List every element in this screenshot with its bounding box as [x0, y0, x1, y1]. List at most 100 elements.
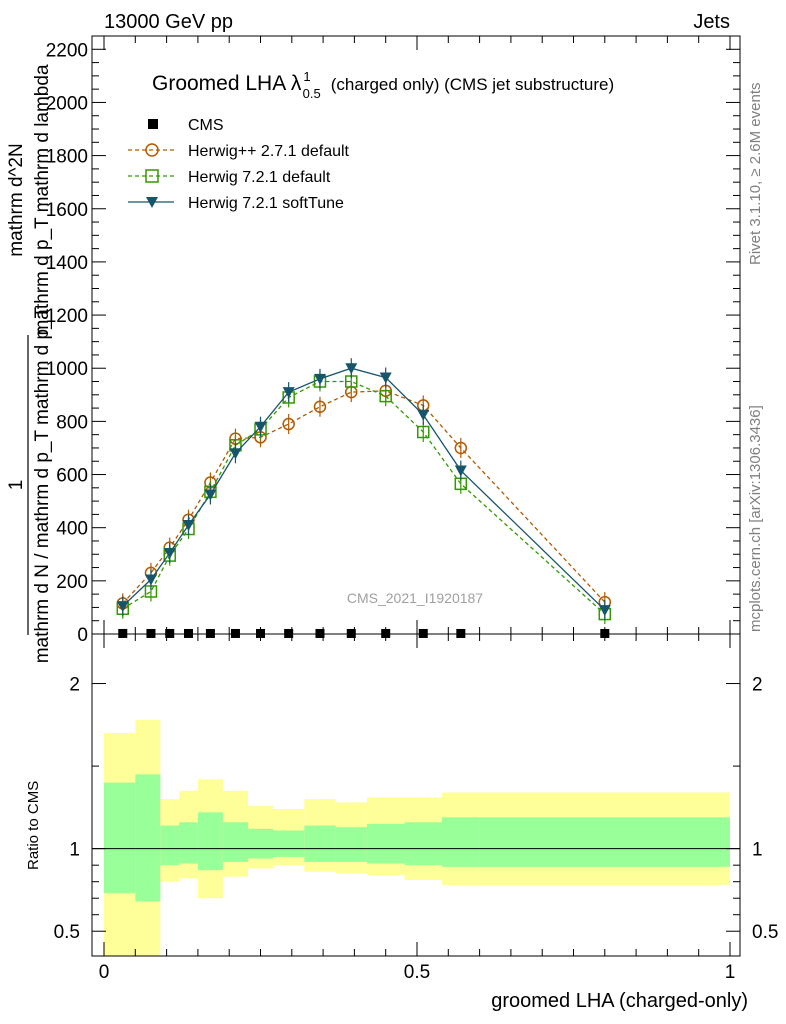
y-tick-label: 1200: [46, 306, 88, 327]
y-tick-label: 400: [56, 519, 88, 540]
rivet-text: Rivet 3.1.10, ≥ 2.6M events: [747, 83, 764, 266]
y-label-numerator-1: 1: [6, 480, 27, 491]
ratio-bands: [92, 719, 740, 956]
y-tick-label: 0: [77, 625, 88, 646]
ratio-band-inner: [404, 822, 443, 866]
ratio-y-tick-label: 2: [69, 675, 80, 696]
legend-entry-herwig-pp: Herwig++ 2.7.1 default: [128, 143, 350, 160]
point-herwig_soft: [144, 574, 157, 586]
y-tick-label: 2200: [46, 40, 88, 61]
point-herwig_soft: [282, 387, 295, 399]
main-y-ticks: 0 200 400 600 800 1000 1200 1400 1600 1800 2000 220…: [46, 35, 740, 646]
y-label-numerator-2: mathrm d^2N: [6, 143, 27, 256]
main-y-label-2: mathrm d^2N mathrm d p_T mathrm d lambda: [6, 64, 53, 335]
main-y-label: 1 mathrm d N / mathrm d p_T mathrm d p_T: [6, 306, 53, 663]
legend: CMS Herwig++ 2.7.1 default Herwig 7.2.1 …: [128, 117, 350, 212]
point-herwig_def: [379, 389, 392, 403]
y-tick-label: 1800: [46, 147, 88, 168]
series-line-herwig_soft: [122, 367, 606, 611]
ratio-y-tick-label: 0.5: [54, 922, 80, 943]
ratio-plot-frame: [91, 633, 741, 957]
chart-title-suffix: (charged only) (CMS jet substructure): [331, 75, 614, 94]
point-herwig_soft: [313, 373, 326, 385]
point-herwig_pp: [313, 400, 327, 414]
point-cms: [315, 628, 325, 638]
point-cms: [146, 628, 156, 638]
point-herwig_soft: [379, 372, 392, 384]
ratio-y-tick-label-right: 2: [752, 675, 763, 696]
series-line-herwig_pp: [122, 390, 606, 604]
y-label-denominator-2: mathrm d p_T mathrm d lambda: [32, 64, 53, 335]
ratio-band-inner: [335, 827, 367, 862]
point-herwig_soft: [204, 489, 217, 501]
ratio-band-inner: [104, 782, 136, 894]
point-herwig_soft: [116, 601, 129, 613]
point-herwig_pp: [454, 441, 468, 455]
ratio-band-inner: [135, 774, 161, 902]
ratio-band-inner: [160, 825, 180, 866]
ratio-y-label: Ratio to CMS: [25, 781, 42, 870]
ratio-plot: 0.5 0.5 1 1 2 2 0 0.5 1: [54, 633, 779, 983]
y-tick-label: 2000: [46, 93, 88, 114]
legend-entry-herwig-soft: Herwig 7.2.1 softTune: [128, 195, 344, 212]
point-herwig_soft: [345, 363, 358, 375]
point-cms: [418, 628, 428, 638]
y-tick-label: 1600: [46, 200, 88, 221]
point-herwig_def: [417, 425, 430, 439]
y-tick-label: 600: [56, 466, 88, 487]
point-herwig_soft: [417, 409, 430, 421]
ratio-band-inner: [442, 817, 480, 867]
point-cms: [381, 628, 391, 638]
header-left: 13000 GeV pp: [104, 11, 233, 33]
ratio-y-ticks: 0.5 0.5 1 1 2 2: [54, 675, 779, 944]
point-herwig_soft: [254, 421, 267, 433]
y-tick-label: 1400: [46, 253, 88, 274]
ratio-band-inner: [197, 812, 223, 871]
series-line-herwig_def: [122, 380, 606, 615]
point-cms: [165, 628, 175, 638]
ratio-band-inner: [247, 828, 274, 859]
point-cms: [205, 628, 215, 638]
ratio-band-inner: [304, 825, 336, 862]
ratio-y-tick-label-right: 1: [752, 840, 763, 861]
y-label-denominator-1: mathrm d N / mathrm d p_T mathrm d p_T: [32, 306, 53, 663]
ratio-band-inner: [366, 823, 405, 864]
ratio-band-inner: [479, 817, 730, 867]
point-cms: [256, 628, 265, 638]
point-cms: [230, 628, 240, 638]
mcplots-text: mcplots.cern.ch [arXiv:1306.3436]: [747, 405, 764, 632]
x-tick-label: 0: [99, 962, 110, 983]
point-cms: [346, 628, 356, 638]
main-plot: 0 200 400 600 800 1000 1200 1400 1600 1800 2000 220…: [46, 35, 741, 646]
point-cms: [284, 628, 294, 638]
chart-title-sup: 1: [303, 69, 310, 84]
point-cms: [118, 628, 128, 638]
x-tick-label: 0.5: [404, 962, 430, 983]
x-tick-label: 1: [725, 962, 736, 983]
ratio-band-inner: [222, 822, 248, 862]
ratio-x-ticks: 0 0.5 1: [99, 634, 736, 983]
legend-entry-cms: CMS: [148, 117, 224, 134]
legend-label-herwig-def: Herwig 7.2.1 default: [188, 169, 331, 186]
ratio-band-inner: [179, 822, 198, 864]
main-x-ticks: [103, 36, 731, 634]
analysis-watermark: CMS_2021_I1920187: [347, 590, 483, 606]
point-herwig_pp: [282, 417, 295, 431]
y-tick-label: 200: [56, 572, 88, 593]
point-herwig_soft: [182, 520, 195, 532]
header-right: Jets: [693, 11, 730, 33]
cms-points: [118, 628, 610, 638]
legend-label-herwig-soft: Herwig 7.2.1 softTune: [188, 195, 344, 212]
legend-label-herwig-pp: Herwig++ 2.7.1 default: [188, 143, 350, 160]
point-cms: [184, 628, 194, 638]
chart-title-sub: 0.5: [303, 86, 321, 101]
y-tick-label: 800: [56, 412, 88, 433]
point-cms: [456, 628, 466, 638]
point-herwig_soft: [163, 547, 176, 559]
point-herwig_soft: [598, 605, 611, 617]
legend-entry-herwig-def: Herwig 7.2.1 default: [128, 169, 331, 186]
chart-title-main: Groomed LHA λ: [152, 72, 302, 95]
ratio-band-inner: [273, 830, 305, 857]
main-series: [116, 358, 612, 625]
